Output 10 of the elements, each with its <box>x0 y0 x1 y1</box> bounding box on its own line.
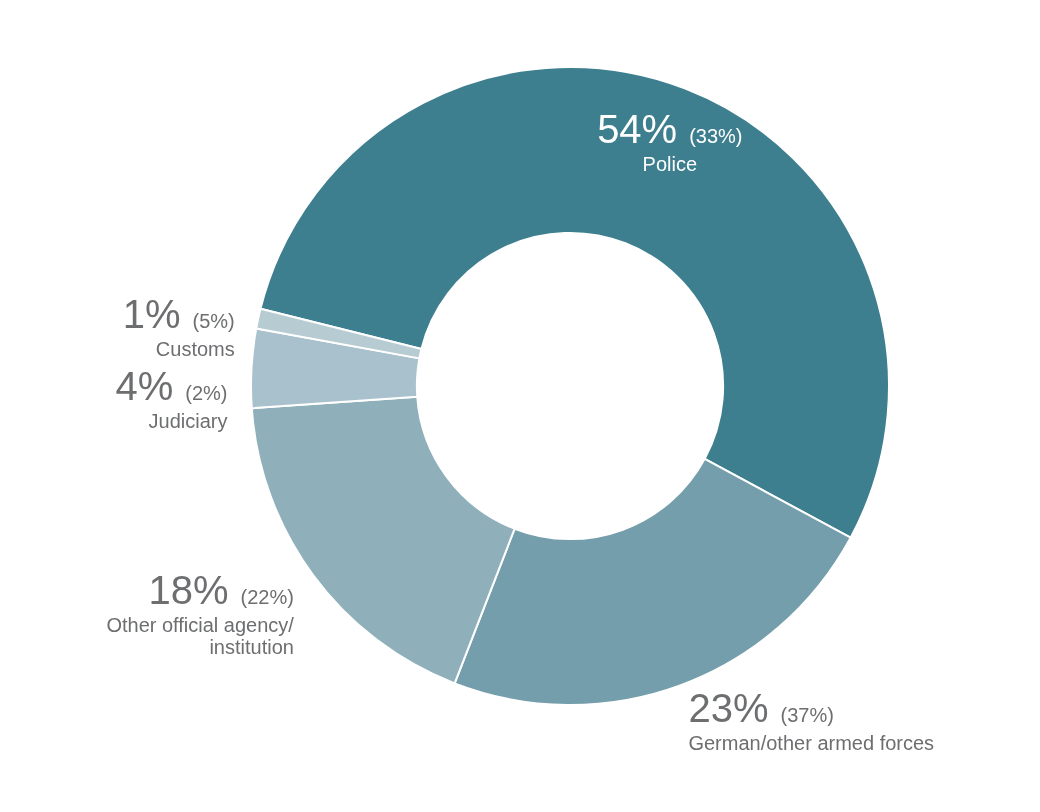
slice-label: Customs <box>155 337 235 360</box>
slice-label: Police <box>642 152 698 175</box>
slice-label: German/other armed forces <box>688 731 935 754</box>
data-label: 1% (5%) <box>122 291 235 336</box>
data-label: 4% (2%) <box>115 363 228 408</box>
data-label: 18% (22%) <box>148 567 294 612</box>
slice-label: Judiciary <box>148 409 228 432</box>
data-label: 23% (37%) <box>688 685 834 730</box>
slice-label: Other official agency/ institution <box>106 613 295 658</box>
data-label: 54% (33%) <box>597 106 743 151</box>
